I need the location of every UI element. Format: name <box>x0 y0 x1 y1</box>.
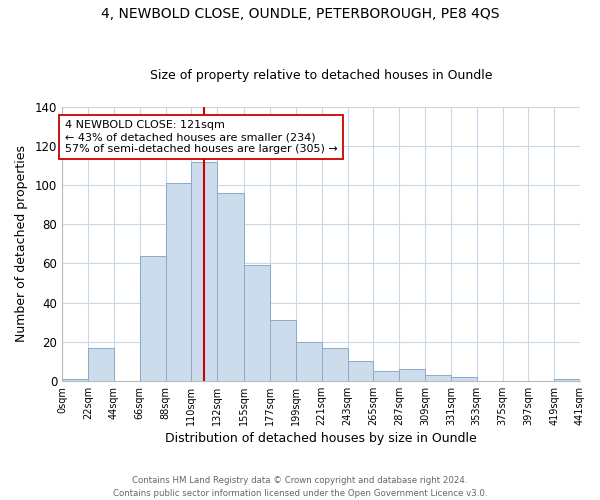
Bar <box>296 342 322 381</box>
Bar <box>244 266 270 381</box>
Bar <box>166 183 191 381</box>
Bar <box>62 379 88 381</box>
Title: Size of property relative to detached houses in Oundle: Size of property relative to detached ho… <box>150 69 493 82</box>
Bar <box>140 256 166 381</box>
Bar <box>88 348 114 381</box>
Bar <box>451 377 476 381</box>
Bar <box>217 193 244 381</box>
Text: Contains HM Land Registry data © Crown copyright and database right 2024.
Contai: Contains HM Land Registry data © Crown c… <box>113 476 487 498</box>
Y-axis label: Number of detached properties: Number of detached properties <box>15 146 28 342</box>
Bar <box>399 369 425 381</box>
Text: 4, NEWBOLD CLOSE, OUNDLE, PETERBOROUGH, PE8 4QS: 4, NEWBOLD CLOSE, OUNDLE, PETERBOROUGH, … <box>101 8 499 22</box>
Bar <box>322 348 347 381</box>
Text: 4 NEWBOLD CLOSE: 121sqm
← 43% of detached houses are smaller (234)
57% of semi-d: 4 NEWBOLD CLOSE: 121sqm ← 43% of detache… <box>65 120 337 154</box>
Bar <box>191 162 217 381</box>
X-axis label: Distribution of detached houses by size in Oundle: Distribution of detached houses by size … <box>165 432 477 445</box>
Bar <box>425 375 451 381</box>
Bar <box>554 379 580 381</box>
Bar <box>373 371 399 381</box>
Bar <box>270 320 296 381</box>
Bar <box>347 361 373 381</box>
